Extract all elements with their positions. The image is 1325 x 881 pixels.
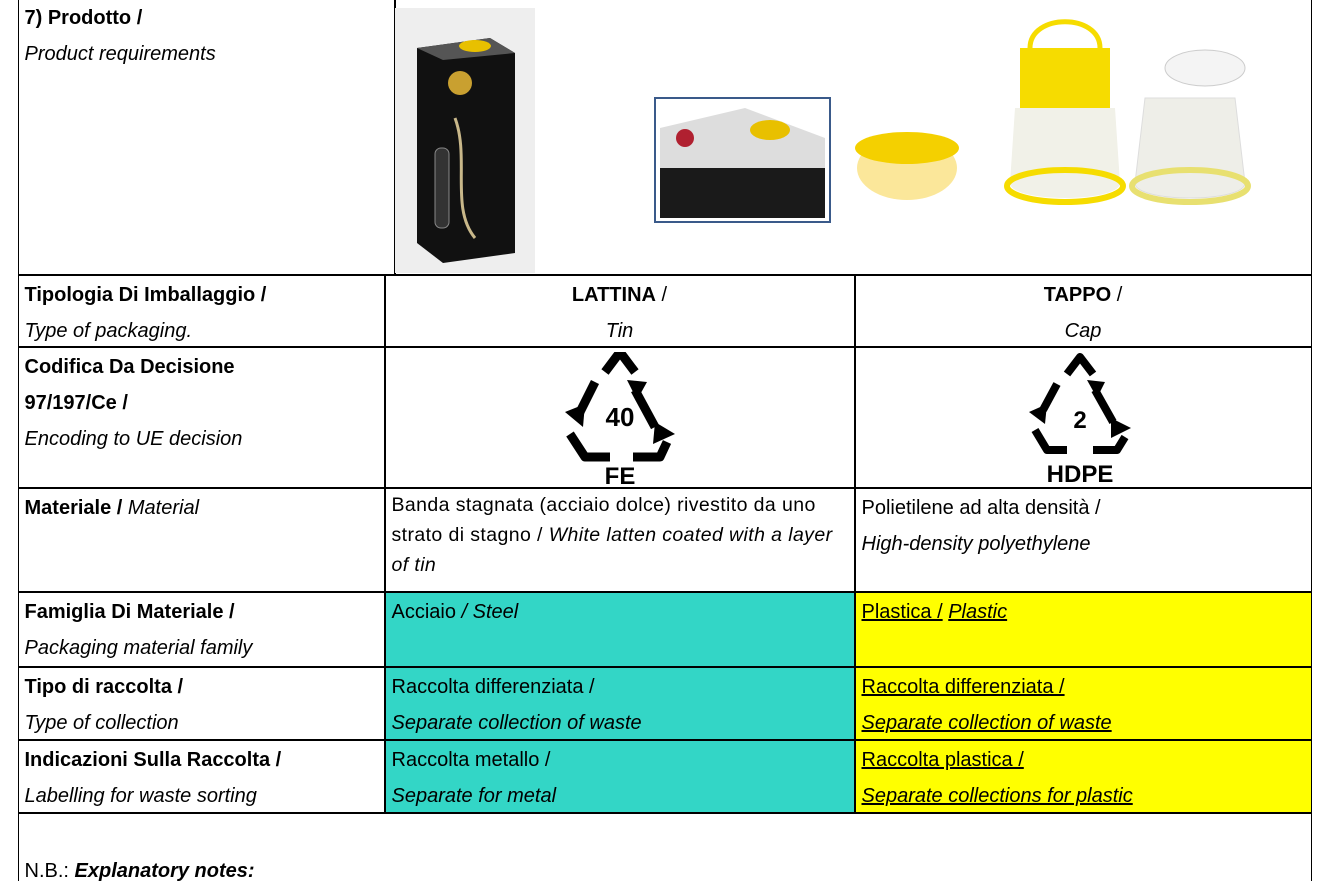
row-label: Indicazioni Sulla Raccolta / bbox=[24, 748, 282, 771]
code-number: 2 bbox=[1073, 407, 1086, 434]
cell-text-en: White latten coated with a layer of tin bbox=[391, 523, 833, 576]
cell-text-en: Tin bbox=[605, 319, 634, 342]
notes-cell: N.B.: Explanatory notes: bbox=[17, 812, 1312, 881]
row-label: 7) Prodotto / bbox=[24, 6, 143, 29]
recycling-symbol: 40 FE bbox=[565, 352, 675, 488]
code-abbr: FE bbox=[605, 463, 636, 488]
row-label: 97/197/Ce / bbox=[24, 391, 128, 414]
row-label: Codifica Da Decisione bbox=[24, 355, 235, 378]
cell-text-en: Plastic bbox=[948, 600, 1008, 623]
row-label: Tipo di raccolta / bbox=[24, 675, 184, 698]
cell-text: Acciaio bbox=[391, 600, 456, 623]
row-label: Tipologia Di Imballaggio / bbox=[24, 283, 267, 306]
cell: Raccolta differenziata / Separate collec… bbox=[384, 666, 855, 740]
cell-text-en: Separate collection of waste bbox=[861, 711, 1112, 734]
cell: Materiale / Material bbox=[17, 487, 385, 592]
cell-text-en: / Steel bbox=[461, 600, 519, 623]
row-label-en: Material bbox=[127, 496, 200, 519]
cell: Raccolta differenziata / Separate collec… bbox=[854, 666, 1312, 740]
cell: Famiglia Di Materiale / Packaging materi… bbox=[17, 591, 385, 667]
row-label-en: Type of collection bbox=[24, 711, 179, 734]
recycling-symbol: 2 HDPE bbox=[1029, 353, 1131, 488]
cell: Indicazioni Sulla Raccolta / Labelling f… bbox=[17, 739, 385, 813]
cell: Codifica Da Decisione 97/197/Ce / Encodi… bbox=[17, 346, 385, 488]
cell: Raccolta plastica / Separate collections… bbox=[854, 739, 1312, 813]
cell: Banda stagnata (acciaio dolce) rivestito… bbox=[384, 487, 855, 592]
cell-text-en: Separate collections for plastic bbox=[861, 784, 1133, 807]
cell: Tipo di raccolta / Type of collection bbox=[17, 666, 385, 740]
notes-label: N.B.: bbox=[24, 859, 69, 881]
separator: / bbox=[661, 283, 668, 306]
separator: / bbox=[1116, 283, 1123, 306]
cell-text-en: Separate collection of waste bbox=[391, 711, 642, 734]
cell bbox=[384, 346, 855, 488]
cell-text: LATTINA bbox=[571, 283, 656, 306]
cell: 7) Prodotto / Product requirements bbox=[17, 0, 395, 275]
cell-text-en: High-density polyethylene bbox=[861, 532, 1091, 555]
notes-title: Explanatory notes: bbox=[74, 859, 255, 881]
cell-text-en: Cap bbox=[1064, 319, 1102, 342]
cell-text: Raccolta metallo / bbox=[391, 748, 551, 771]
code-abbr: HDPE bbox=[1047, 461, 1114, 488]
row-label-en: Encoding to UE decision bbox=[24, 427, 243, 450]
cell: TAPPO / Cap bbox=[854, 274, 1312, 347]
row-label-en: Labelling for waste sorting bbox=[24, 784, 257, 807]
code-number: 40 bbox=[606, 402, 635, 432]
cell: Polietilene ad alta densità / High-densi… bbox=[854, 487, 1312, 592]
cell-text: Banda stagnata (acciaio dolce) rivestito… bbox=[391, 493, 816, 546]
cell: LATTINA / Tin bbox=[384, 274, 855, 347]
cell: Tipologia Di Imballaggio / Type of packa… bbox=[17, 274, 385, 347]
cell-text-en: Separate for metal bbox=[391, 784, 557, 807]
cell bbox=[854, 346, 1312, 488]
cell-text: Plastica / bbox=[861, 600, 943, 623]
cell-text: Raccolta differenziata / bbox=[861, 675, 1065, 698]
product-images bbox=[395, 8, 1251, 273]
row-label-en: Packaging material family bbox=[24, 636, 253, 659]
cell: Plastica / Plastic bbox=[854, 591, 1312, 667]
row-label: Materiale / bbox=[24, 496, 123, 519]
row-label: Famiglia Di Materiale / bbox=[24, 600, 235, 623]
cell-text: TAPPO bbox=[1043, 283, 1112, 306]
cell-text: Raccolta plastica / bbox=[861, 748, 1024, 771]
cell: Raccolta metallo / Separate for metal bbox=[384, 739, 855, 813]
cell-text: Raccolta differenziata / bbox=[391, 675, 595, 698]
cell-text: Polietilene ad alta densità / bbox=[861, 496, 1101, 519]
cell: Acciaio / Steel bbox=[384, 591, 855, 667]
row-label-en: Product requirements bbox=[24, 42, 216, 65]
row-label-en: Type of packaging. bbox=[24, 319, 193, 342]
